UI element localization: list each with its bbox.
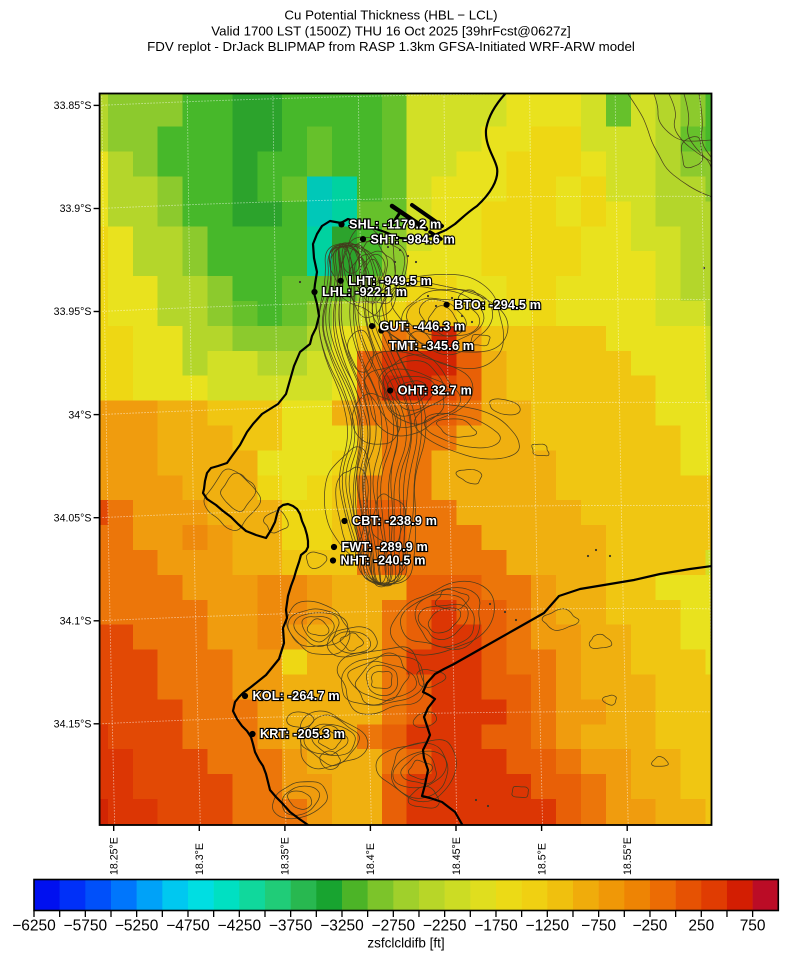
svg-text:−2750: −2750 (372, 918, 416, 935)
svg-text:34.15°S: 34.15°S (54, 719, 92, 731)
svg-text:33.85°S: 33.85°S (54, 100, 92, 112)
svg-text:−4250: −4250 (218, 918, 262, 935)
svg-text:750: 750 (740, 918, 766, 935)
svg-text:−2250: −2250 (423, 918, 467, 935)
svg-text:GUT: -446.3 m: GUT: -446.3 m (380, 319, 466, 333)
svg-text:OHT: 32.7 m: OHT: 32.7 m (398, 384, 472, 398)
svg-text:−3250: −3250 (320, 918, 364, 935)
svg-text:−3750: −3750 (269, 918, 313, 935)
svg-text:FDV replot - DrJack BLIPMAP fr: FDV replot - DrJack BLIPMAP from RASP 1.… (147, 39, 635, 54)
svg-text:18.4°E: 18.4°E (365, 843, 377, 875)
svg-text:Valid 1700 LST (1500Z) THU 16: Valid 1700 LST (1500Z) THU 16 Oct 2025 [… (211, 23, 570, 38)
svg-text:−5750: −5750 (64, 918, 108, 935)
svg-text:SHT: -984.6 m: SHT: -984.6 m (371, 232, 456, 246)
svg-text:KOL: -264.7 m: KOL: -264.7 m (253, 689, 340, 703)
svg-text:zsfclcldifb [ft]: zsfclcldifb [ft] (367, 936, 444, 951)
svg-text:−6250: −6250 (12, 918, 56, 935)
svg-text:Cu Potential Thickness (HBL −: Cu Potential Thickness (HBL − LCL) (284, 8, 497, 23)
svg-text:−4750: −4750 (166, 918, 210, 935)
svg-text:18.45°E: 18.45°E (451, 837, 463, 875)
svg-text:TMT: -345.6 m: TMT: -345.6 m (389, 339, 474, 353)
svg-text:−1750: −1750 (474, 918, 518, 935)
svg-text:18.5°E: 18.5°E (536, 843, 548, 875)
svg-text:LHT: -949.5 m: LHT: -949.5 m (348, 274, 432, 288)
svg-text:BTO: -294.5 m: BTO: -294.5 m (454, 298, 541, 312)
svg-text:34.1°S: 34.1°S (60, 616, 92, 628)
svg-text:−5250: −5250 (115, 918, 159, 935)
svg-text:FWT: -289.9 m: FWT: -289.9 m (342, 540, 429, 554)
svg-text:−750: −750 (581, 918, 616, 935)
svg-text:250: 250 (688, 918, 714, 935)
svg-text:18.55°E: 18.55°E (622, 837, 634, 875)
svg-text:CBT: -238.9 m: CBT: -238.9 m (352, 514, 437, 528)
svg-text:KRT: -205.3 m: KRT: -205.3 m (260, 727, 345, 741)
svg-text:LHL: -922.1 m: LHL: -922.1 m (322, 285, 407, 299)
svg-text:18.25°E: 18.25°E (109, 837, 121, 875)
svg-text:34.05°S: 34.05°S (54, 512, 92, 524)
svg-text:SHL: -1179.2 m: SHL: -1179.2 m (349, 218, 441, 232)
svg-text:NHT: -240.5 m: NHT: -240.5 m (341, 554, 426, 568)
svg-text:18.35°E: 18.35°E (280, 837, 292, 875)
svg-text:−1250: −1250 (526, 918, 570, 935)
svg-text:33.9°S: 33.9°S (60, 203, 92, 215)
svg-text:34°S: 34°S (68, 409, 91, 421)
svg-text:18.3°E: 18.3°E (194, 843, 206, 875)
svg-text:33.95°S: 33.95°S (54, 306, 92, 318)
svg-text:−250: −250 (633, 918, 668, 935)
